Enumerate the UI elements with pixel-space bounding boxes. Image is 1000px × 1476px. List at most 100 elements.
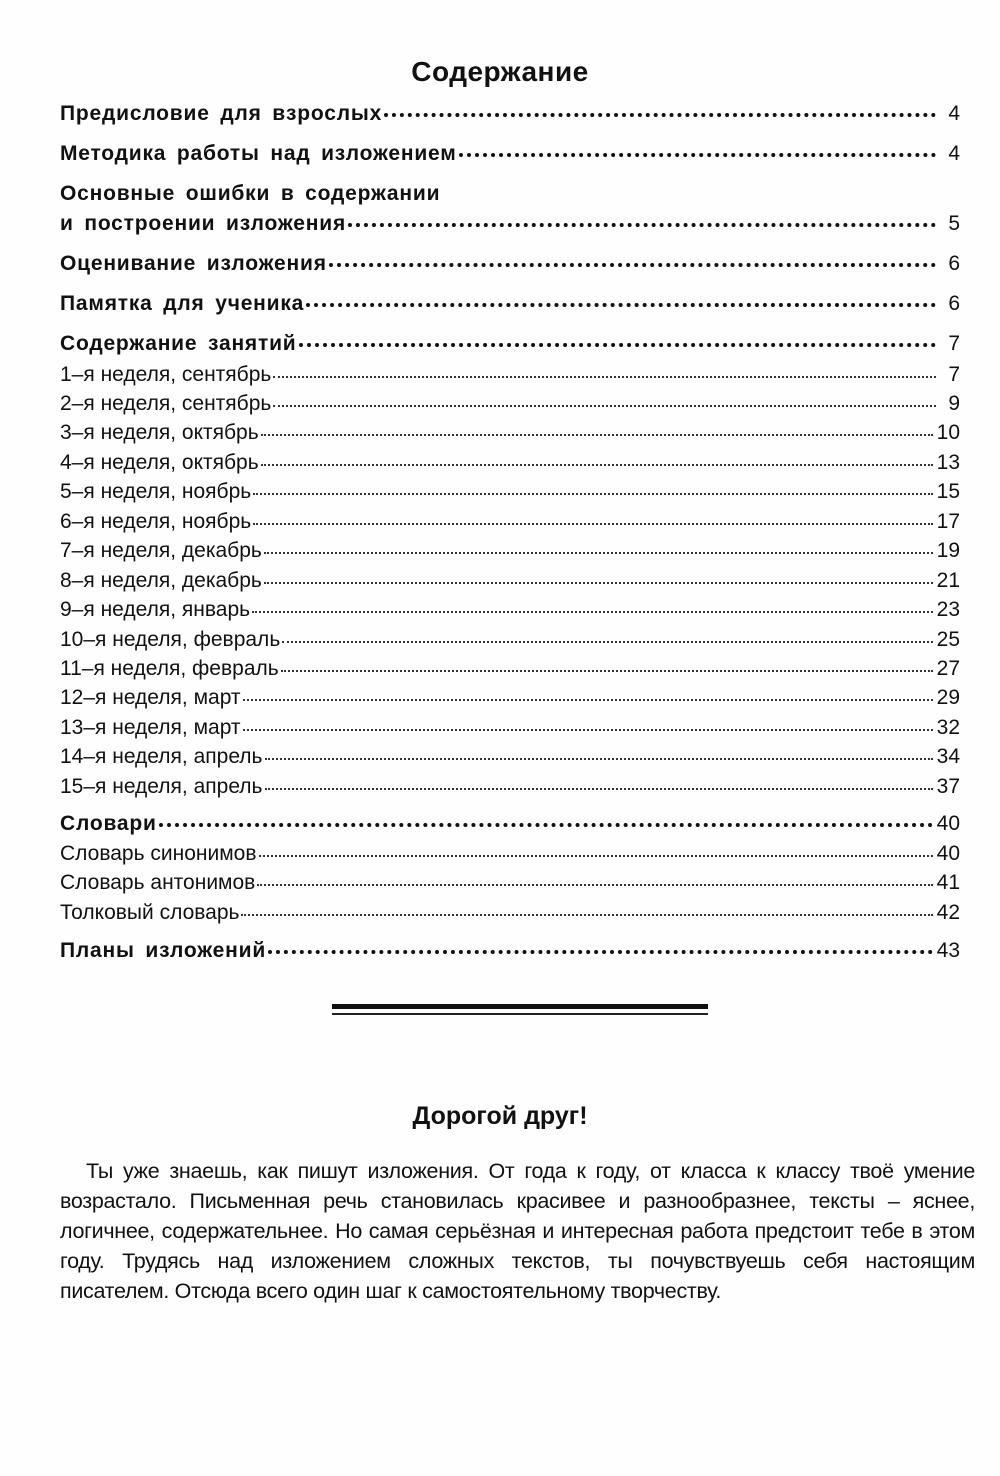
toc-entry: Толковый словарь 42 xyxy=(60,901,960,925)
toc-entry: 12–я неделя, март 29 xyxy=(60,686,960,710)
toc-entry-page: 41 xyxy=(936,871,960,894)
toc-entry: 1–я неделя, сентябрь 7 xyxy=(60,363,960,387)
dot-leader xyxy=(458,153,936,157)
toc-entry-page: 32 xyxy=(936,716,960,739)
toc-entry-label: Толковый словарь xyxy=(60,901,240,924)
toc-entry-page: 4 xyxy=(948,102,960,125)
toc-entry-page: 6 xyxy=(948,292,960,315)
dot-leader xyxy=(260,464,933,466)
toc-title: Содержание xyxy=(411,56,589,87)
toc-entry-page: 40 xyxy=(936,842,960,865)
toc-entry: Содержание занятий 7 xyxy=(60,332,960,356)
dot-leader xyxy=(241,914,933,916)
toc-entry-label: Словарь синонимов xyxy=(60,842,257,865)
toc-entry-page: 42 xyxy=(936,901,960,924)
dot-leader xyxy=(306,303,936,307)
toc-entry: 2–я неделя, сентябрь 9 xyxy=(60,392,960,416)
dot-leader xyxy=(264,758,933,760)
toc-entry-page: 17 xyxy=(936,510,960,533)
toc-entry-page: 10 xyxy=(936,421,960,444)
toc-entry: 13–я неделя, март 32 xyxy=(60,716,960,740)
toc-entry-page: 29 xyxy=(936,686,960,709)
toc-entry-label: 15–я неделя, апрель xyxy=(60,775,263,798)
toc-entry: Оценивание изложения 6 xyxy=(60,252,960,276)
dot-leader xyxy=(264,788,933,790)
dot-leader xyxy=(273,376,936,378)
toc-entry-label: 8–я неделя, декабрь xyxy=(60,569,262,592)
toc-entry-label: Содержание занятий xyxy=(60,332,297,355)
toc-entry-label: 6–я неделя, ноябрь xyxy=(60,510,252,533)
toc-entry: 9–я неделя, январь 23 xyxy=(60,598,960,622)
toc-entry: и построении изложения 5 xyxy=(60,212,960,236)
toc-entry-label: 2–я неделя, сентябрь xyxy=(60,392,272,415)
toc-entry: 4–я неделя, октябрь 13 xyxy=(60,451,960,475)
divider-thick xyxy=(332,1004,708,1009)
toc-entry-page: 43 xyxy=(936,939,960,962)
toc-entry-label: Памятка для ученика xyxy=(60,292,305,315)
toc-entry-label: 11–я неделя, февраль xyxy=(60,657,279,680)
dot-leader xyxy=(257,884,933,886)
toc-entry-label: 12–я неделя, март xyxy=(60,686,241,709)
dot-leader xyxy=(282,641,933,643)
toc-entry-label: Планы изложений xyxy=(60,939,267,962)
toc-entry: 5–я неделя, ноябрь 15 xyxy=(60,480,960,504)
toc-entry: 8–я неделя, декабрь 21 xyxy=(60,569,960,593)
dot-leader xyxy=(242,699,933,701)
dot-leader xyxy=(242,729,933,731)
toc-entry-label: Предисловие для взрослых xyxy=(60,102,383,125)
toc-entry-label: 9–я неделя, январь xyxy=(60,598,251,621)
toc-entry-label: и построении изложения xyxy=(60,212,347,235)
toc-entry-label: Методика работы над изложением xyxy=(60,142,457,165)
toc-entry: 6–я неделя, ноябрь 17 xyxy=(60,510,960,534)
toc-entry-page: 37 xyxy=(936,775,960,798)
toc-entry-label: 4–я неделя, октябрь xyxy=(60,451,259,474)
dot-leader xyxy=(253,523,933,525)
letter-heading: Дорогой друг! xyxy=(412,1102,588,1130)
toc-entry-label: 1–я неделя, сентябрь xyxy=(60,363,272,386)
toc-entry: Словарь антонимов 41 xyxy=(60,871,960,895)
toc-entry-page: 9 xyxy=(948,392,960,415)
toc-entry: 3–я неделя, октябрь 10 xyxy=(60,421,960,445)
dot-leader xyxy=(258,855,933,857)
toc-entry: Методика работы над изложением 4 xyxy=(60,142,960,166)
toc-entry-page: 34 xyxy=(936,745,960,768)
toc-entry: 14–я неделя, апрель 34 xyxy=(60,745,960,769)
toc-entry-label: 10–я неделя, февраль xyxy=(60,628,281,651)
toc-entry-page: 13 xyxy=(936,451,960,474)
toc-entry-page: 27 xyxy=(936,657,960,680)
dot-leader xyxy=(273,405,936,407)
letter-paragraph: Ты уже знаешь, как пишут изложения. От г… xyxy=(60,1159,975,1303)
toc-entry-page: 7 xyxy=(948,332,960,355)
toc-entry-page: 40 xyxy=(936,812,960,835)
toc-entry-label: Оценивание изложения xyxy=(60,252,327,275)
toc-entry-page: 25 xyxy=(936,628,960,651)
toc-entry-page: 6 xyxy=(948,252,960,275)
dot-leader xyxy=(384,113,936,117)
dot-leader xyxy=(348,223,936,227)
toc-entry-page: 21 xyxy=(936,569,960,592)
dot-leader xyxy=(260,434,933,436)
toc-entry-page: 15 xyxy=(936,480,960,503)
toc-entry-label: Словарь антонимов xyxy=(60,871,256,894)
dot-leader xyxy=(328,263,936,267)
dot-leader xyxy=(263,552,933,554)
toc-entry-label: 5–я неделя, ноябрь xyxy=(60,480,252,503)
toc-entry-label: Словари xyxy=(60,812,157,835)
toc-entry-page: 7 xyxy=(948,363,960,386)
dot-leader xyxy=(252,611,933,613)
toc-entry: Словари 40 xyxy=(60,812,960,836)
toc-entry-page: 23 xyxy=(936,598,960,621)
dot-leader xyxy=(298,343,936,347)
toc-entry-page: 5 xyxy=(948,212,960,235)
toc-entry: 7–я неделя, декабрь 19 xyxy=(60,539,960,563)
toc-entry: 15–я неделя, апрель 37 xyxy=(60,775,960,799)
toc-entry-page: 4 xyxy=(948,142,960,165)
divider-thin xyxy=(332,1013,708,1015)
dot-leader xyxy=(280,670,933,672)
toc-entry: Словарь синонимов 40 xyxy=(60,842,960,866)
toc-entry-label: 7–я неделя, декабрь xyxy=(60,539,262,562)
dot-leader xyxy=(158,823,933,827)
toc-entry-page: 19 xyxy=(936,539,960,562)
toc-entry-line1: Основные ошибки в содержании xyxy=(60,182,441,205)
toc-entry-label: 14–я неделя, апрель xyxy=(60,745,263,768)
